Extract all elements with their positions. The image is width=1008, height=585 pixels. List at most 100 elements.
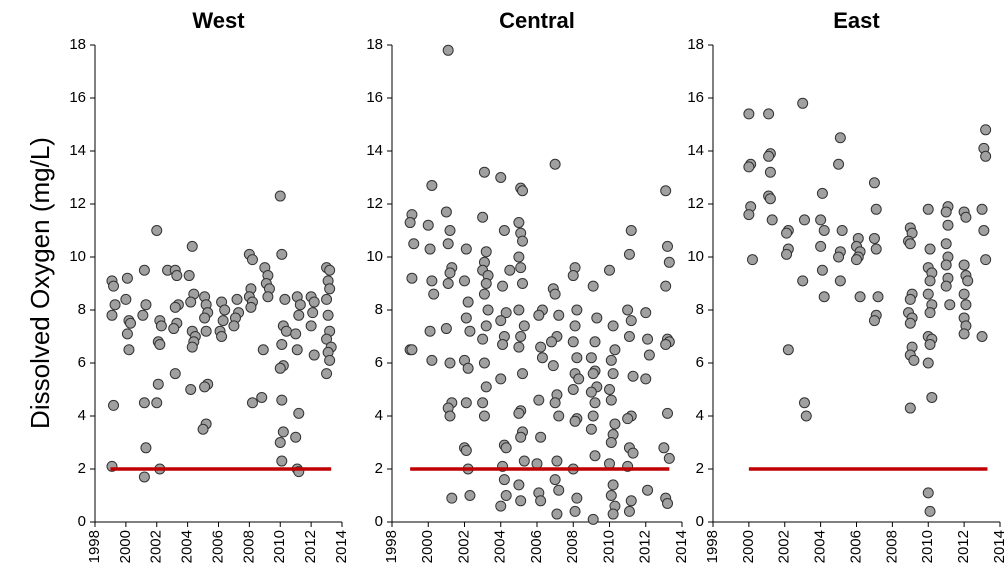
data-point [480, 278, 492, 289]
data-point [640, 373, 652, 385]
data-point [498, 225, 510, 236]
data-point [940, 206, 952, 218]
y-tick-label: 0 [375, 513, 383, 530]
data-point [426, 354, 438, 366]
data-point [256, 391, 268, 403]
data-point [834, 132, 846, 144]
data-point [980, 254, 992, 266]
data-point [818, 291, 830, 303]
data-point [513, 251, 525, 263]
data-point [495, 373, 507, 385]
panel-title: Central [499, 8, 575, 33]
data-point [428, 288, 440, 300]
data-point [513, 479, 525, 491]
data-point [219, 304, 231, 316]
data-point [797, 97, 809, 109]
data-point [276, 248, 288, 260]
data-point [766, 214, 778, 226]
data-point [662, 407, 673, 419]
data-point [587, 410, 599, 422]
data-point [904, 238, 916, 250]
data-point [305, 320, 317, 332]
y-tick-label: 0 [696, 513, 704, 530]
data-point [444, 357, 456, 369]
data-point [444, 267, 456, 279]
data-point [622, 413, 634, 425]
data-point [589, 450, 601, 462]
data-point [940, 238, 952, 250]
data-point [781, 248, 793, 260]
data-point [151, 397, 163, 409]
data-point [154, 338, 166, 350]
data-point [922, 487, 934, 499]
data-point [500, 442, 512, 454]
data-point [549, 397, 561, 409]
data-point [587, 513, 599, 525]
data-point [186, 240, 198, 252]
data-point [138, 471, 150, 483]
data-point [274, 362, 286, 374]
data-point [547, 360, 559, 372]
data-point [625, 315, 637, 327]
data-point [834, 275, 846, 287]
data-point [480, 320, 492, 332]
data-point [944, 299, 956, 311]
data-point [280, 325, 292, 337]
data-point [854, 291, 866, 303]
data-point [216, 331, 228, 342]
data-point [604, 264, 615, 276]
data-point [518, 455, 530, 467]
data-point [440, 323, 452, 335]
data-point [781, 227, 793, 239]
data-point [663, 256, 675, 268]
data-point [585, 352, 597, 364]
data-point [605, 437, 617, 448]
data-point [517, 185, 528, 197]
data-point [567, 384, 579, 395]
data-point [321, 368, 333, 380]
y-tick-label: 16 [366, 89, 383, 106]
data-point [553, 410, 565, 422]
data-point [140, 442, 152, 454]
data-point [515, 262, 527, 274]
data-point [569, 505, 581, 517]
data-point [589, 397, 601, 409]
y-tick-label: 8 [696, 301, 704, 318]
x-tick-label: 2008 [564, 530, 581, 563]
y-tick-label: 12 [69, 195, 86, 212]
data-point [660, 280, 672, 292]
data-point [442, 44, 454, 56]
data-point [228, 320, 240, 332]
x-tick-label: 1998 [86, 530, 103, 563]
y-tick-label: 6 [375, 354, 383, 371]
data-point [833, 158, 845, 170]
data-point [294, 299, 306, 311]
data-point [960, 211, 972, 223]
panel: West 0 2 4 6 8 10 12 14 16 18 1998 2000 2002 2004 2006 2… [69, 8, 350, 564]
data-point [815, 240, 827, 252]
x-tick-label: 2012 [637, 530, 654, 563]
data-point [123, 344, 135, 356]
data-point [168, 323, 180, 335]
data-point [958, 288, 970, 300]
x-tick-label: 2002 [148, 530, 165, 563]
data-point [782, 344, 794, 356]
data-point [640, 307, 652, 319]
x-tick-label: 2012 [955, 530, 972, 563]
data-point [482, 304, 494, 316]
y-tick-label: 14 [687, 142, 704, 159]
data-point [926, 391, 938, 403]
data-point [183, 270, 195, 282]
data-point [185, 384, 197, 395]
data-point [868, 177, 880, 189]
data-point [662, 240, 673, 252]
data-point [535, 495, 547, 507]
y-tick-label: 18 [69, 36, 86, 53]
data-point [609, 344, 621, 356]
data-point [922, 288, 934, 300]
data-point [513, 217, 525, 229]
data-point [478, 288, 490, 300]
data-point [246, 397, 258, 409]
data-point [851, 254, 862, 266]
y-axis-label: Dissolved Oxygen (mg/L) [25, 137, 55, 429]
